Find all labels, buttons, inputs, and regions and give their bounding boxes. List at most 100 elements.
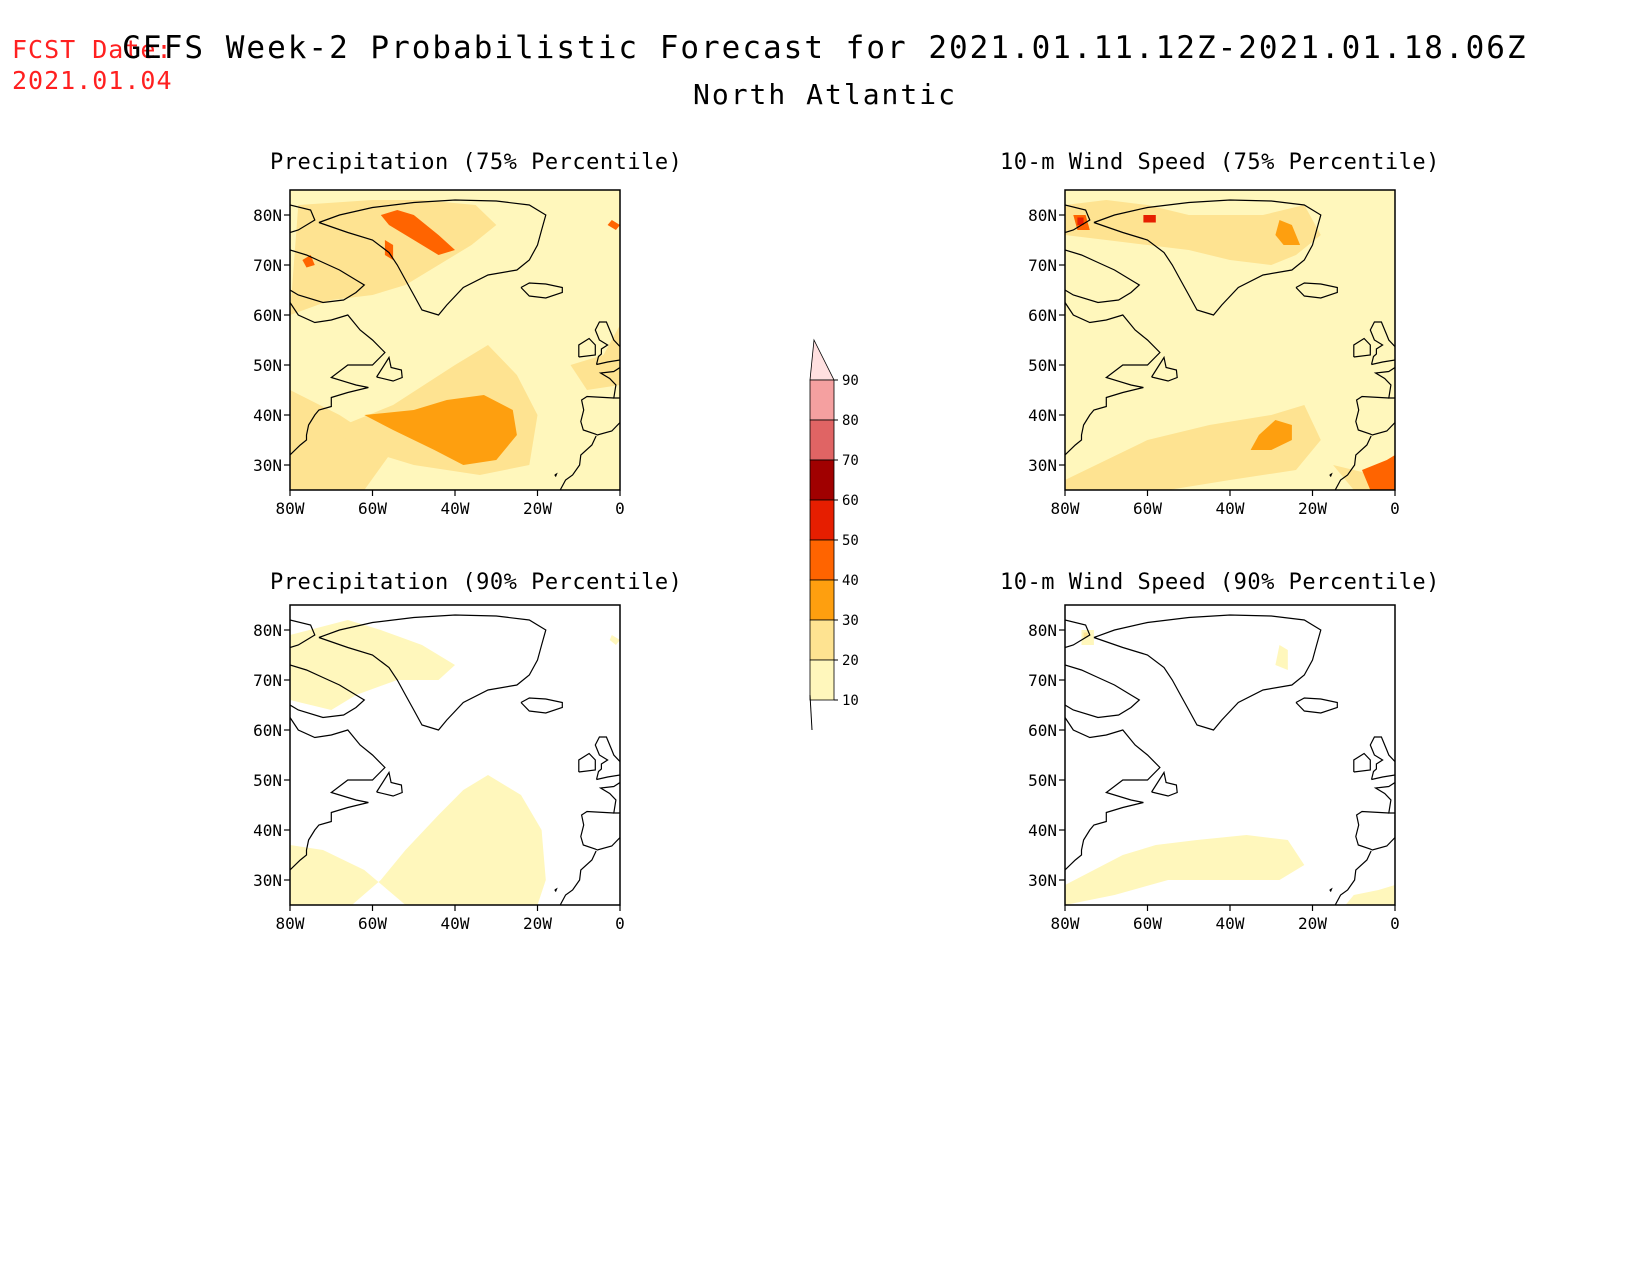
page-title: GEFS Week-2 Probabilistic Forecast for 2… xyxy=(122,30,1528,66)
lat-label: 30N xyxy=(253,456,282,475)
lat-label: 80N xyxy=(253,206,282,225)
lon-label: 40W xyxy=(441,499,470,518)
forecast-date-block: FCST Date: 2021.01.04 xyxy=(12,34,173,96)
coastline-greenland xyxy=(1093,614,1322,731)
lon-label: 20W xyxy=(1298,499,1327,518)
coastline-labrador xyxy=(290,717,386,871)
coastline-greenland xyxy=(1093,199,1322,316)
prob-region-10-2 xyxy=(609,635,620,645)
lat-label: 70N xyxy=(1028,256,1057,275)
coastline-greenland xyxy=(318,614,547,731)
coastline-ellesmere xyxy=(290,204,316,234)
lat-label: 80N xyxy=(253,621,282,640)
lat-label: 80N xyxy=(1028,621,1057,640)
colorbar-label-50: 50 xyxy=(842,533,859,549)
lat-label: 50N xyxy=(1028,771,1057,790)
lat-label: 50N xyxy=(1028,356,1057,375)
probability-field-precip90 xyxy=(290,605,620,905)
coastline-canaries xyxy=(1329,472,1333,478)
coastline-iceland xyxy=(1295,282,1338,299)
lon-label: 0 xyxy=(615,914,625,933)
colorbar-label-80: 80 xyxy=(842,413,859,429)
lat-label: 50N xyxy=(253,356,282,375)
lat-label: 60N xyxy=(1028,721,1057,740)
prob-region-30-5 xyxy=(1275,220,1301,245)
coastline-ireland xyxy=(578,752,596,773)
lon-label: 80W xyxy=(276,499,305,518)
colorbar-seg-20 xyxy=(809,619,835,661)
lon-label: 80W xyxy=(1051,914,1080,933)
coastline-baffin xyxy=(290,664,366,719)
colorbar: 90 80 70 60 50 40 30 20 10 xyxy=(809,338,859,731)
prob-region-30-5 xyxy=(364,395,517,465)
lon-label: 20W xyxy=(523,499,552,518)
prob-region-50-9 xyxy=(1077,217,1084,225)
prob-region-10-1 xyxy=(290,620,455,710)
lon-label: 0 xyxy=(1390,914,1400,933)
coastline-iceland xyxy=(1295,697,1338,714)
lon-label: 60W xyxy=(1133,914,1162,933)
prob-region-20-2 xyxy=(1065,200,1321,265)
lat-label: 70N xyxy=(253,671,282,690)
colorbar-label-40: 40 xyxy=(842,573,859,589)
region-title: North Atlantic xyxy=(692,78,957,111)
coastline-africa xyxy=(559,435,597,490)
lat-label: 60N xyxy=(1028,306,1057,325)
coastline-ellesmere xyxy=(290,619,316,649)
coastlines-precip90 xyxy=(290,614,620,905)
coastline-ireland xyxy=(1353,337,1371,358)
lat-label: 70N xyxy=(1028,671,1057,690)
colorbar-seg-30 xyxy=(809,579,835,621)
prob-region-40-9 xyxy=(607,220,620,230)
colorbar-label-90: 90 xyxy=(842,373,859,389)
lat-label: 50N xyxy=(253,771,282,790)
map-wind90: 80N 70N 60N 50N 40N 30N 80W 60W 40W 20W 0 xyxy=(1028,604,1400,933)
coastline-canaries xyxy=(554,472,558,478)
lon-label: 0 xyxy=(1390,499,1400,518)
forecast-date-label: FCST Date: xyxy=(12,35,173,64)
prob-region-20-1 xyxy=(1065,405,1321,490)
coastline-canaries xyxy=(554,887,558,893)
lat-label: 70N xyxy=(253,256,282,275)
lon-label: 60W xyxy=(358,914,387,933)
coastline-iberia xyxy=(580,395,620,436)
coastline-france xyxy=(1373,366,1395,399)
panel-title-precip90: Precipitation (90% Percentile) xyxy=(270,570,683,595)
forecast-date-value: 2021.01.04 xyxy=(12,66,173,95)
colorbar-tail xyxy=(809,694,813,731)
prob-region-20-2 xyxy=(290,200,497,315)
prob-region-40-6 xyxy=(380,210,455,255)
colorbar-seg-80 xyxy=(809,379,835,421)
lon-label: 20W xyxy=(523,914,552,933)
prob-region-10-2 xyxy=(1275,645,1288,670)
prob-region-20-4 xyxy=(570,325,620,390)
coastline-britain xyxy=(594,736,620,781)
colorbar-label-60: 60 xyxy=(842,493,859,509)
coastline-labrador xyxy=(1065,302,1161,456)
lon-label: 40W xyxy=(441,914,470,933)
lat-label: 40N xyxy=(1028,821,1057,840)
colorbar-label-30: 30 xyxy=(842,613,859,629)
prob-region-10-1 xyxy=(1345,885,1395,905)
prob-region-20-1 xyxy=(290,390,394,490)
prob-region-10-0 xyxy=(290,775,546,905)
lat-label: 30N xyxy=(1028,871,1057,890)
coastline-canaries xyxy=(1329,887,1333,893)
coastline-ellesmere xyxy=(1065,619,1091,649)
coastline-labrador xyxy=(290,302,386,456)
lat-label: 30N xyxy=(1028,456,1057,475)
coastline-ireland xyxy=(1353,752,1371,773)
lon-label: 40W xyxy=(1216,499,1245,518)
coastline-britain xyxy=(1369,736,1395,781)
coastline-newfoundland xyxy=(376,770,403,797)
prob-region-50-8 xyxy=(1143,215,1156,223)
lon-label: 0 xyxy=(615,499,625,518)
prob-region-10-0 xyxy=(1065,835,1305,905)
lon-label: 20W xyxy=(1298,914,1327,933)
coastline-iberia xyxy=(1355,395,1395,436)
coastline-britain xyxy=(594,321,620,366)
lat-label: 40N xyxy=(1028,406,1057,425)
colorbar-seg-10 xyxy=(809,659,835,701)
lon-label: 80W xyxy=(276,914,305,933)
lat-label: 40N xyxy=(253,406,282,425)
